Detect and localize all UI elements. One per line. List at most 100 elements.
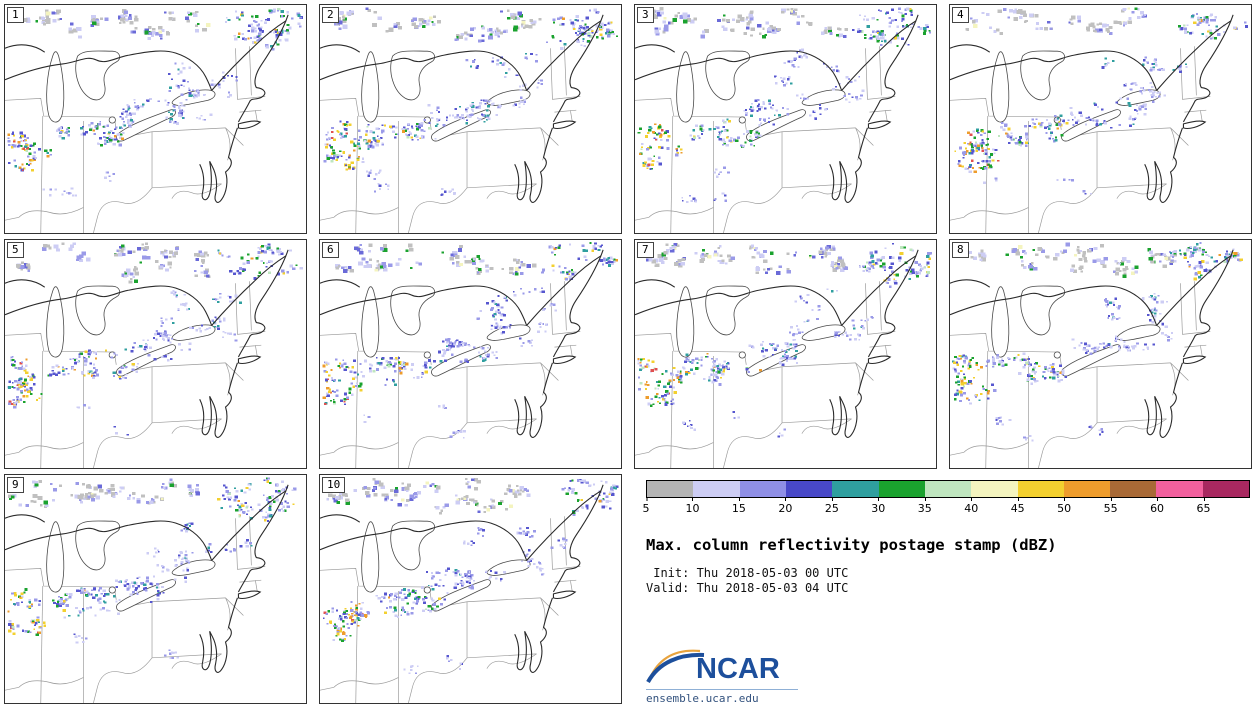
member-number-badge: 10 xyxy=(322,477,346,493)
ensemble-member-panel: 8 xyxy=(949,239,1252,469)
great-lakes xyxy=(46,50,216,142)
colorbar-segment xyxy=(1063,481,1111,497)
ensemble-member-panel: 9 xyxy=(4,474,307,704)
member-number-badge: 3 xyxy=(637,7,654,23)
ensemble-member-panel: 5 xyxy=(4,239,307,469)
reflectivity-map xyxy=(320,7,618,233)
reflectivity-map xyxy=(320,242,618,468)
colorbar-tick-label: 50 xyxy=(1057,498,1072,515)
great-lakes xyxy=(361,520,531,612)
great-lakes xyxy=(361,50,531,142)
reflectivity-map xyxy=(950,7,1249,233)
colorbar-segment xyxy=(924,481,972,497)
colorbar-tick-label: 40 xyxy=(964,498,979,515)
colorbar-tick-label: 35 xyxy=(917,498,932,515)
member-number-badge: 6 xyxy=(322,242,339,258)
reflectivity-colorbar xyxy=(646,480,1250,498)
colorbar-tick-label: 5 xyxy=(642,498,650,515)
state-boundaries xyxy=(5,46,266,233)
reflectivity-map xyxy=(635,7,932,233)
colorbar-tick-label: 65 xyxy=(1196,498,1211,515)
great-lakes xyxy=(991,285,1161,377)
colorbar-segment xyxy=(693,481,740,497)
colorbar-segment xyxy=(878,481,925,497)
colorbar-segment xyxy=(1017,481,1064,497)
reflectivity-map xyxy=(950,242,1243,468)
valid-time: Valid: Thu 2018-05-03 04 UTC xyxy=(646,581,849,595)
ensemble-member-panel: 10 xyxy=(319,474,622,704)
member-number-badge: 9 xyxy=(7,477,24,493)
reflectivity-echoes xyxy=(322,477,619,675)
reflectivity-map xyxy=(320,477,619,703)
coastline-borders xyxy=(320,14,604,203)
ensemble-member-panel: 2 xyxy=(319,4,622,234)
reflectivity-echoes xyxy=(323,7,618,196)
great-lakes xyxy=(676,50,846,142)
legend-block: 5 10 15 20 25 30 35 40 45 50 55 60 65 Max. column re… xyxy=(634,474,1252,705)
colorbar-tick-label: 10 xyxy=(685,498,700,515)
colorbar-tick-label: 20 xyxy=(778,498,793,515)
colorbar-segment xyxy=(647,481,694,497)
colorbar-tick-label: 30 xyxy=(871,498,886,515)
logo-swoosh-blue-icon xyxy=(646,652,705,684)
logo-rule xyxy=(646,689,798,690)
colorbar-tick-label: 25 xyxy=(824,498,839,515)
colorbar-ticks: 5 10 15 20 25 30 35 40 45 50 55 60 65 xyxy=(642,498,1250,516)
colorbar-segment xyxy=(739,481,786,497)
ensemble-member-panel: 1 xyxy=(4,4,307,234)
colorbar-tick-label: 45 xyxy=(1010,498,1025,515)
colorbar-segment xyxy=(832,481,879,497)
colorbar-segment xyxy=(971,481,1018,497)
logo-text: NCAR xyxy=(696,653,780,684)
colorbar-tick-label: 15 xyxy=(731,498,746,515)
coastline-borders xyxy=(5,14,289,203)
great-lakes xyxy=(361,285,531,377)
coastline-borders xyxy=(320,249,604,438)
coastline-borders xyxy=(635,249,919,438)
reflectivity-echoes xyxy=(7,477,297,659)
state-boundaries xyxy=(950,46,1211,233)
reflectivity-echoes xyxy=(954,7,1249,195)
plot-title: Max. column reflectivity postage stamp (… xyxy=(646,536,1057,554)
reflectivity-map xyxy=(5,477,297,703)
great-lakes xyxy=(46,285,216,377)
reflectivity-map xyxy=(635,242,933,468)
great-lakes xyxy=(46,520,216,612)
great-lakes xyxy=(991,50,1161,142)
colorbar-segment xyxy=(1202,481,1250,497)
colorbar-tick-label: 60 xyxy=(1150,498,1165,515)
site-link[interactable]: ensemble.ucar.edu xyxy=(646,692,759,705)
great-lakes xyxy=(676,285,846,377)
coastline-borders xyxy=(320,484,604,673)
coastline-borders xyxy=(950,14,1234,203)
reflectivity-echoes xyxy=(637,7,932,203)
member-number-badge: 7 xyxy=(637,242,654,258)
member-number-badge: 1 xyxy=(7,7,24,23)
coastline-borders xyxy=(5,484,289,673)
member-number-badge: 5 xyxy=(7,242,24,258)
ncar-logo: NCAR xyxy=(646,649,780,685)
ensemble-member-panel: 6 xyxy=(319,239,622,469)
coastline-borders xyxy=(635,14,919,203)
time-info: Init: Thu 2018-05-03 00 UTC Valid: Thu 2… xyxy=(646,566,848,596)
colorbar-wrap: 5 10 15 20 25 30 35 40 45 50 55 60 65 xyxy=(642,480,1250,516)
colorbar-segment xyxy=(1156,481,1203,497)
coastline-borders xyxy=(5,249,289,438)
reflectivity-echoes xyxy=(7,242,303,436)
reflectivity-map xyxy=(5,7,303,233)
reflectivity-echoes xyxy=(322,242,618,439)
reflectivity-echoes xyxy=(637,242,933,438)
member-number-badge: 4 xyxy=(952,7,969,23)
colorbar-tick-label: 55 xyxy=(1103,498,1118,515)
ensemble-member-panel: 7 xyxy=(634,239,937,469)
member-number-badge: 8 xyxy=(952,242,969,258)
colorbar-segment xyxy=(1110,481,1157,497)
ensemble-member-panel: 4 xyxy=(949,4,1252,234)
member-number-badge: 2 xyxy=(322,7,339,23)
colorbar-segment xyxy=(785,481,833,497)
init-time: Init: Thu 2018-05-03 00 UTC xyxy=(646,566,849,580)
ensemble-member-panel: 3 xyxy=(634,4,937,234)
ncar-logo-block[interactable]: NCAR ensemble.ucar.edu xyxy=(646,644,806,705)
coastline-borders xyxy=(950,249,1234,438)
